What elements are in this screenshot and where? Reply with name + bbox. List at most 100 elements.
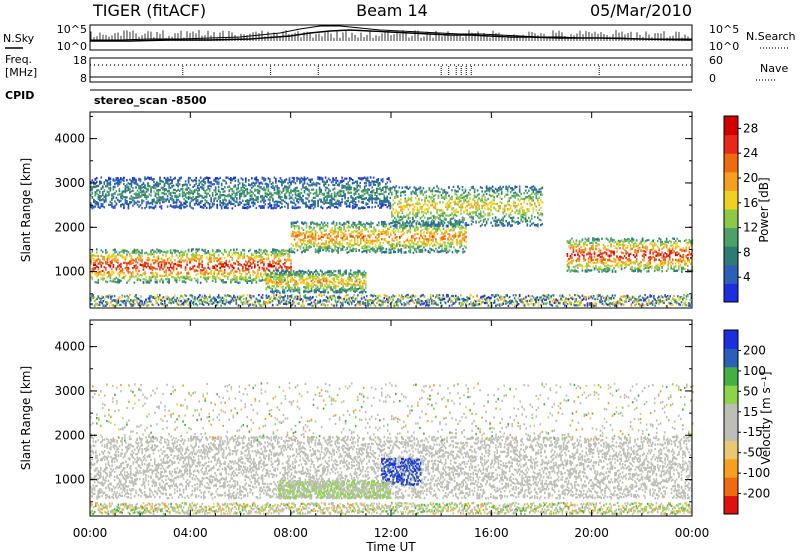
data-cell [688, 246, 691, 249]
data-cell [671, 243, 674, 246]
data-cell [267, 256, 270, 259]
data-cell [399, 244, 401, 247]
data-cell [278, 189, 280, 192]
data-cell [665, 253, 668, 256]
data-cell [310, 226, 312, 229]
data-cell [249, 256, 252, 259]
data-cell [652, 246, 654, 249]
data-cell [114, 200, 116, 203]
data-cell [261, 206, 264, 209]
data-cell [316, 231, 318, 234]
data-cell [288, 250, 291, 253]
data-cell [178, 189, 181, 192]
data-cell [220, 207, 223, 210]
data-cell [234, 251, 237, 254]
data-cell [251, 198, 253, 201]
data-cell [335, 223, 338, 226]
data-cell [314, 196, 316, 199]
data-cell [184, 266, 187, 269]
data-cell [282, 249, 285, 252]
data-cell [136, 272, 139, 275]
data-cell [308, 235, 311, 238]
data-cell [384, 238, 386, 241]
data-cell [465, 246, 467, 249]
data-cell [396, 227, 398, 230]
data-cell [364, 228, 366, 231]
data-cell [285, 266, 288, 269]
data-cell [102, 185, 104, 188]
data-cell [210, 197, 212, 200]
data-cell [578, 247, 581, 250]
data-cell [248, 279, 250, 283]
data-cell [243, 195, 246, 198]
data-cell [463, 236, 466, 239]
data-cell [136, 261, 139, 264]
data-cell [284, 252, 286, 256]
data-cell [171, 261, 173, 264]
data-cell [151, 266, 154, 269]
data-cell [261, 199, 264, 202]
data-cell [298, 234, 300, 237]
data-cell [674, 269, 677, 272]
data-cell [409, 245, 412, 248]
data-cell [453, 228, 455, 231]
data-cell [343, 235, 345, 238]
data-cell [331, 222, 333, 225]
data-cell [376, 223, 379, 227]
data-cell [109, 279, 112, 282]
data-cell [234, 192, 237, 195]
data-cell [162, 254, 164, 257]
data-cell [121, 256, 124, 259]
data-cell [142, 186, 145, 189]
data-cell [568, 265, 570, 268]
data-cell [423, 241, 425, 244]
data-cell [415, 222, 418, 225]
data-cell [599, 255, 602, 259]
data-cell [136, 256, 139, 259]
data-cell [629, 244, 632, 247]
data-cell [120, 196, 122, 199]
data-cell [117, 184, 119, 187]
data-cell [415, 243, 418, 246]
data-cell [205, 251, 208, 254]
data-cell [236, 251, 238, 254]
data-cell [393, 251, 395, 254]
data-cell [144, 207, 146, 210]
data-cell [299, 179, 301, 182]
data-cell [344, 234, 347, 237]
data-cell [287, 188, 289, 191]
data-cell [121, 250, 124, 254]
data-cell [228, 267, 231, 270]
data-cell [628, 263, 630, 266]
data-cell [359, 221, 362, 224]
data-cell [415, 250, 418, 253]
data-cell [364, 234, 366, 237]
data-cell [195, 254, 197, 257]
data-cell [159, 176, 161, 179]
data-cell [220, 273, 223, 276]
data-cell [114, 191, 116, 194]
data-cell [607, 244, 609, 247]
data-cell [592, 242, 594, 245]
data-cell [300, 180, 303, 183]
data-cell [192, 255, 194, 258]
data-cell [233, 199, 235, 202]
data-cell [103, 182, 106, 186]
data-cell [291, 194, 294, 197]
data-cell [402, 220, 404, 223]
data-cell [379, 231, 382, 234]
data-cell [99, 197, 101, 200]
data-cell [584, 259, 587, 262]
data-cell [439, 242, 442, 245]
data-cell [181, 204, 184, 207]
data-cell [292, 244, 294, 247]
data-cell [217, 270, 220, 273]
data-cell [177, 272, 179, 275]
data-cell [177, 184, 179, 187]
data-cell [251, 252, 253, 255]
data-cell [175, 204, 178, 207]
data-cell [111, 255, 113, 258]
data-cell [189, 278, 191, 281]
data-cell [326, 222, 329, 225]
data-cell [267, 268, 270, 272]
